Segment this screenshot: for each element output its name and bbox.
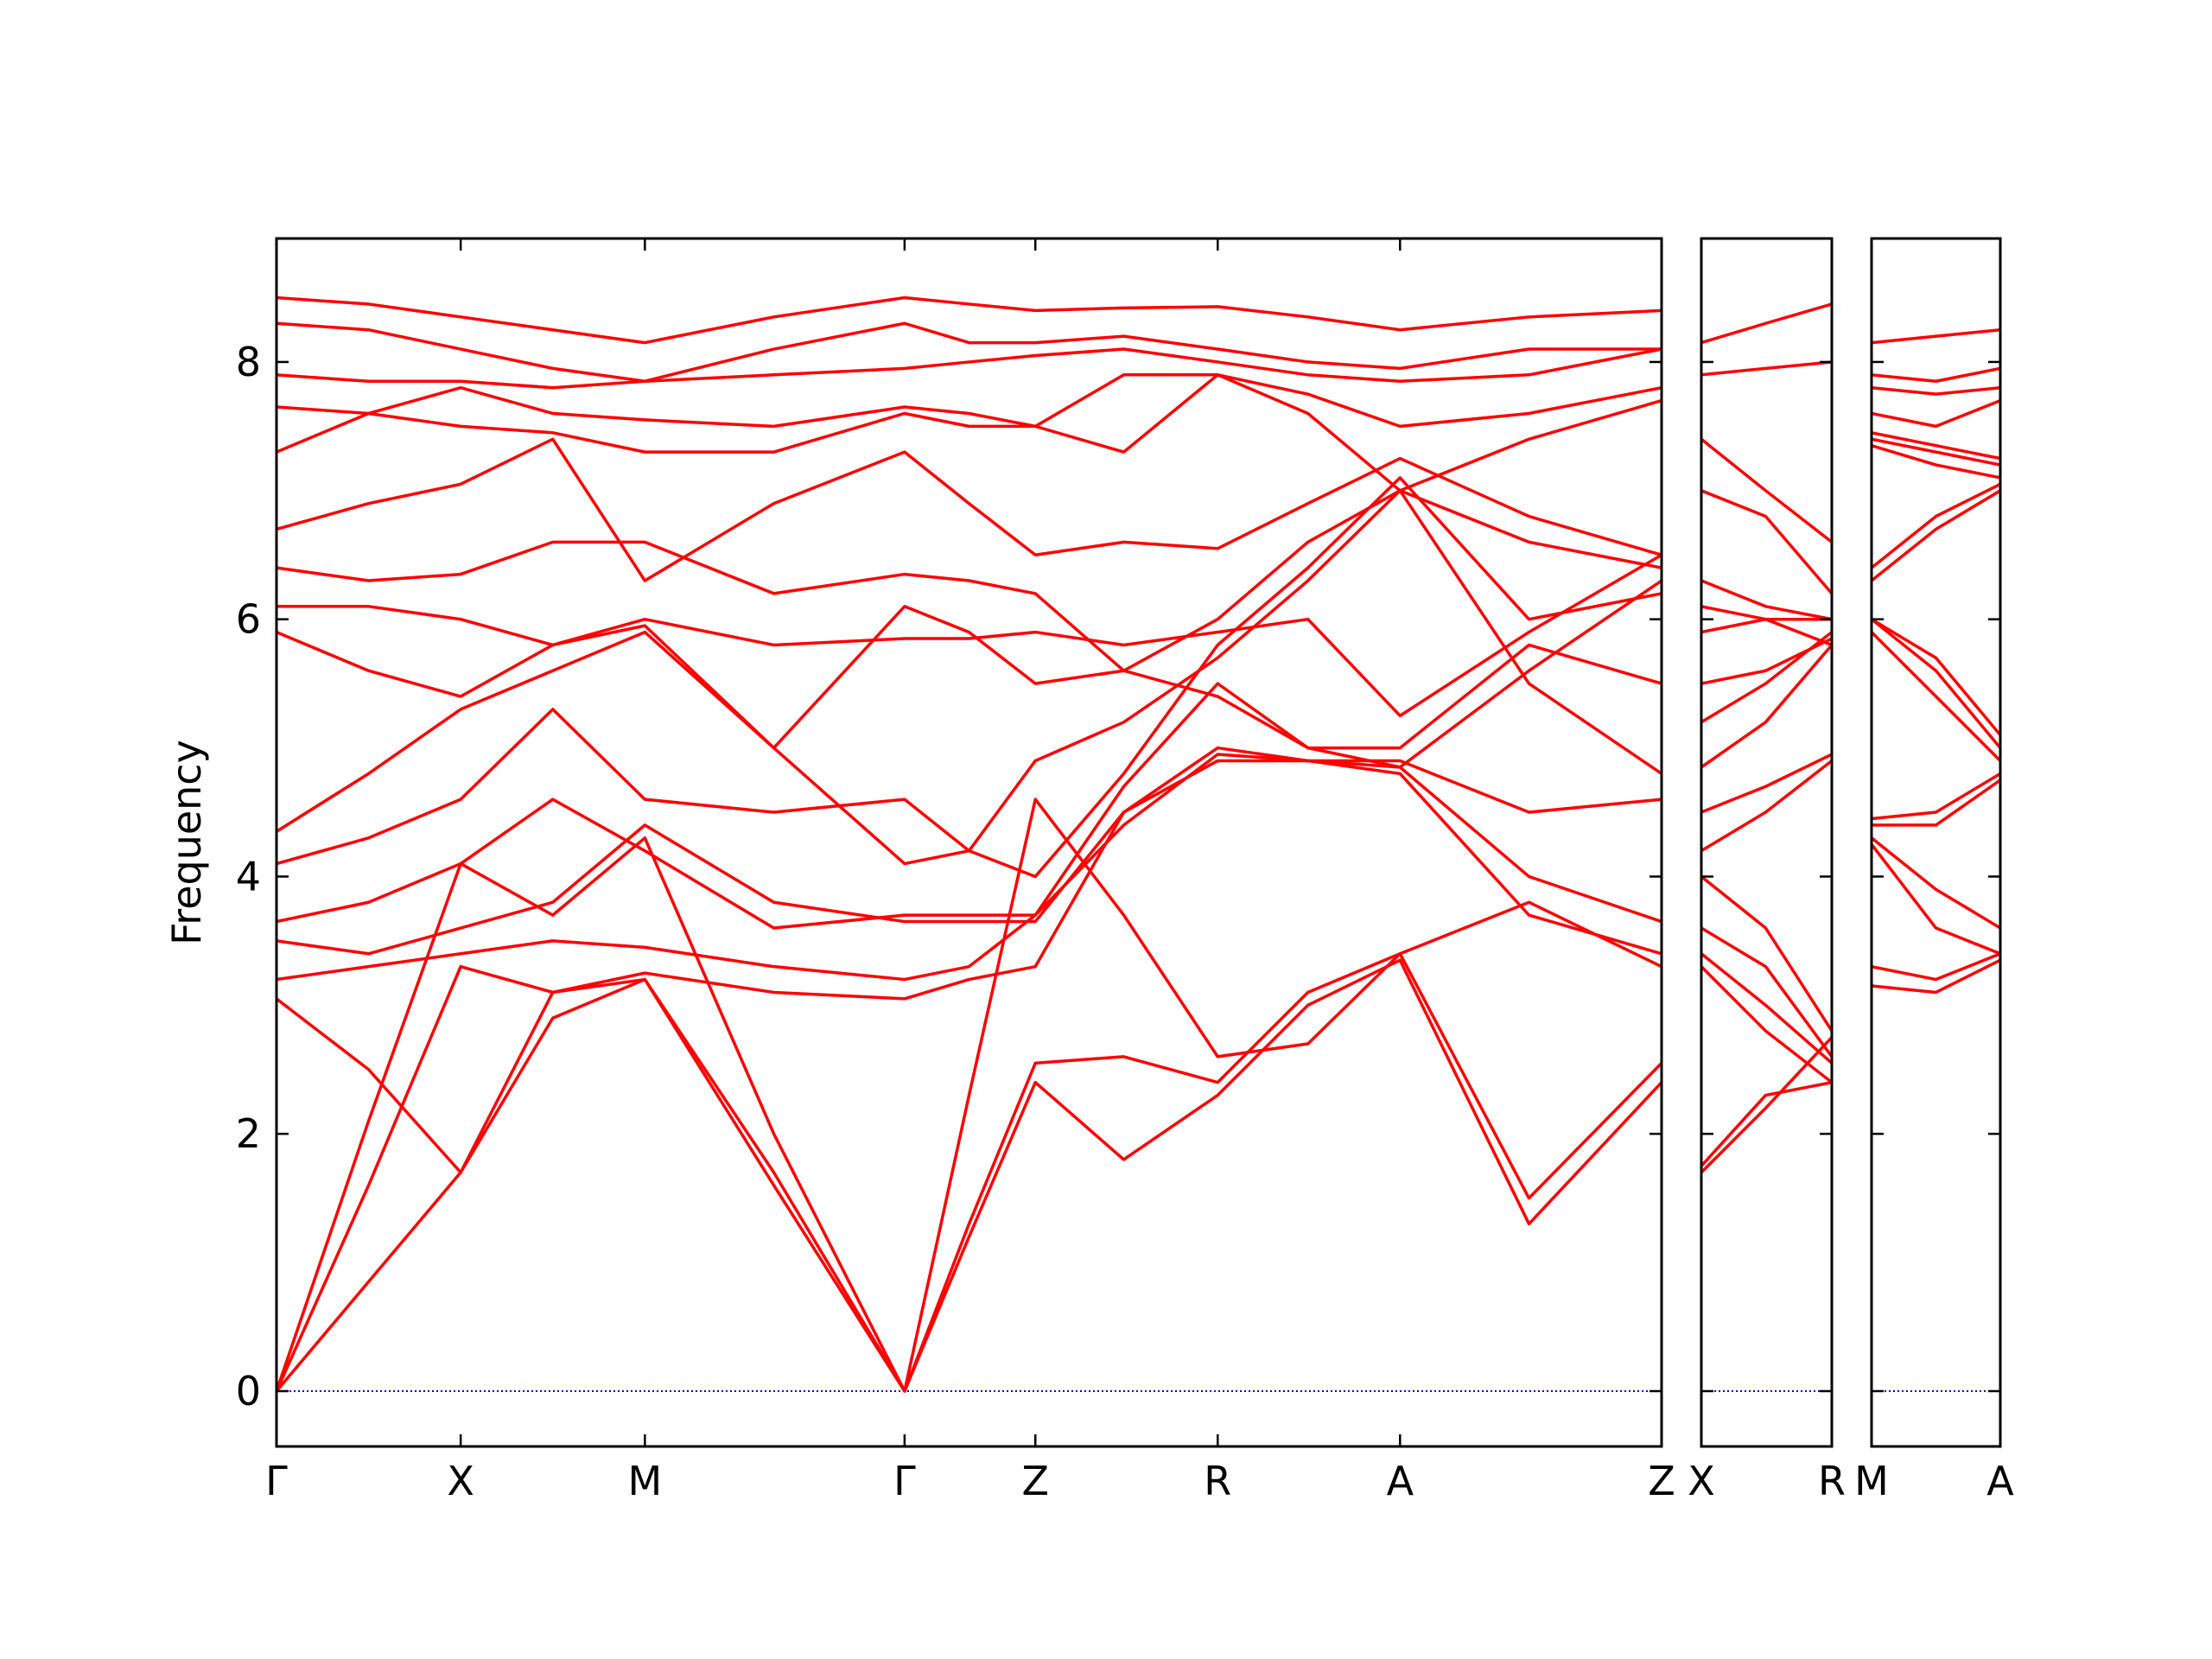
band-line (276, 952, 1662, 1393)
x-tick-label: X (447, 1458, 474, 1504)
y-tick-label: 8 (236, 339, 261, 385)
band-line (276, 347, 1662, 390)
band-line (1701, 579, 1832, 621)
band-line (1872, 952, 2000, 982)
band-line (1701, 875, 1832, 1033)
band-line (1872, 444, 2000, 480)
band-line (276, 958, 1662, 1393)
band-line (1872, 385, 2000, 396)
x-tick-label: A (1986, 1458, 2014, 1504)
x-tick-label: R (1818, 1458, 1846, 1504)
band-line (1872, 437, 2000, 467)
y-tick-label: 4 (236, 853, 261, 899)
band-line (1701, 489, 1832, 595)
band-line (1701, 753, 1832, 814)
band-line (1701, 437, 1832, 543)
axes-frame (1870, 237, 2002, 1448)
band-line (1872, 431, 2000, 461)
band-line (1872, 366, 2000, 384)
x-tick-label: Z (1648, 1458, 1675, 1504)
band-line (276, 476, 1662, 879)
band-line (1701, 302, 1832, 345)
band-line (1872, 631, 2000, 762)
band-line (1872, 958, 2000, 995)
y-tick-label: 2 (236, 1110, 261, 1157)
band-line (276, 321, 1662, 384)
band-line (276, 553, 1662, 718)
x-tick-label: Z (1021, 1458, 1049, 1504)
band-line (1872, 772, 2000, 821)
band-line (1701, 360, 1832, 377)
band-line (1872, 836, 2000, 930)
band-line (1701, 637, 1832, 685)
band-line (1872, 843, 2000, 956)
band-line (1701, 644, 1832, 769)
x-tick-label: A (1387, 1458, 1414, 1504)
band-line (1872, 327, 2000, 345)
plot-area (276, 296, 1662, 1393)
x-tick-label: R (1204, 1458, 1231, 1504)
y-tick-label: 6 (236, 596, 261, 643)
plot-area (1872, 327, 2000, 1392)
band-line (276, 373, 1662, 429)
band-line (1872, 398, 2000, 429)
band-line (276, 798, 1662, 1393)
x-tick-label: Γ (893, 1458, 916, 1504)
x-tick-label: M (627, 1458, 662, 1504)
band-line (1701, 1080, 1832, 1167)
band-line (276, 579, 1662, 769)
band-line (276, 489, 1662, 866)
band-line (276, 753, 1662, 982)
band-line (276, 489, 1662, 672)
band-line (1701, 952, 1832, 1065)
axes-frame (1700, 237, 1834, 1448)
band-line (1701, 965, 1832, 1084)
band-line (1872, 779, 2000, 827)
plot-area (1701, 302, 1832, 1392)
band-line (1701, 926, 1832, 1058)
x-tick-label: Γ (265, 1458, 288, 1504)
y-axis-label: Frequency (163, 740, 210, 945)
band-line (1701, 1036, 1832, 1174)
axes-frame (275, 237, 1663, 1448)
band-line (276, 437, 1662, 582)
band-line (1872, 618, 2000, 749)
band-line (1872, 618, 2000, 736)
band-line (1701, 631, 1832, 724)
band-line (276, 373, 1662, 493)
x-tick-label: M (1854, 1458, 1889, 1504)
y-tick-label: 0 (236, 1368, 261, 1414)
band-line (1701, 760, 1832, 853)
band-line (1872, 489, 2000, 582)
band-line (276, 643, 1662, 930)
band-line (1872, 482, 2000, 569)
band-line (1701, 605, 1832, 647)
x-tick-label: X (1688, 1458, 1715, 1504)
band-line (276, 759, 1662, 1174)
band-line (276, 296, 1662, 345)
